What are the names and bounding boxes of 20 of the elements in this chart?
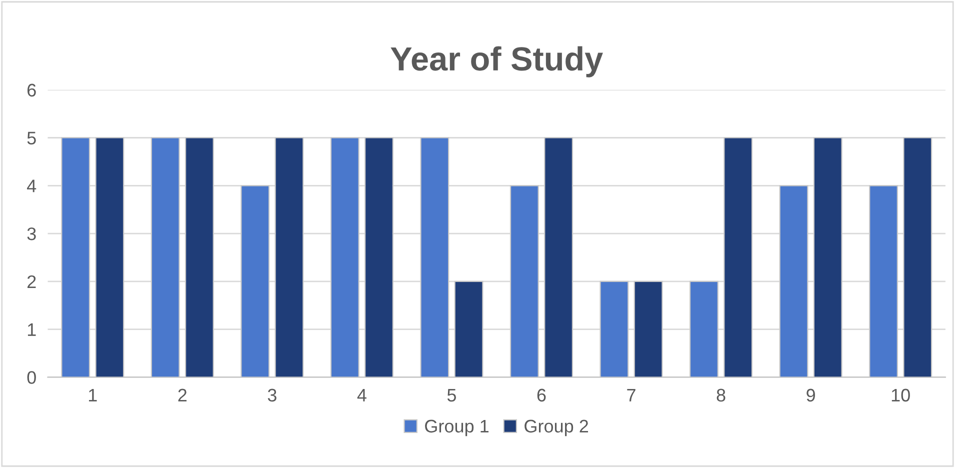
x-tick-label: 1: [88, 388, 97, 402]
x-tick-label: 2: [178, 388, 187, 402]
y-tick-label: 6: [28, 84, 36, 97]
y-tick-label: 1: [28, 323, 36, 336]
legend-label: Group 2: [524, 420, 588, 436]
y-tick-label: 5: [27, 132, 36, 144]
y-tick-label: 0: [27, 371, 36, 384]
x-tick-label: 3: [268, 388, 276, 402]
y-tick-label: 2: [28, 275, 36, 288]
y-tick-label: 3: [27, 227, 36, 240]
x-tick-label: 9: [806, 388, 815, 402]
x-tick-label: 8: [716, 388, 726, 402]
x-tick-label: 6: [537, 388, 546, 402]
x-tick-label: 5: [447, 388, 456, 402]
x-tick-label: 10: [892, 388, 910, 402]
x-tick-label: 7: [627, 388, 636, 402]
legend-label: Group 1: [425, 420, 488, 436]
chart-title: Year of Study: [390, 46, 603, 78]
y-tick-label: 4: [27, 180, 36, 192]
x-tick-label: 4: [357, 388, 366, 402]
